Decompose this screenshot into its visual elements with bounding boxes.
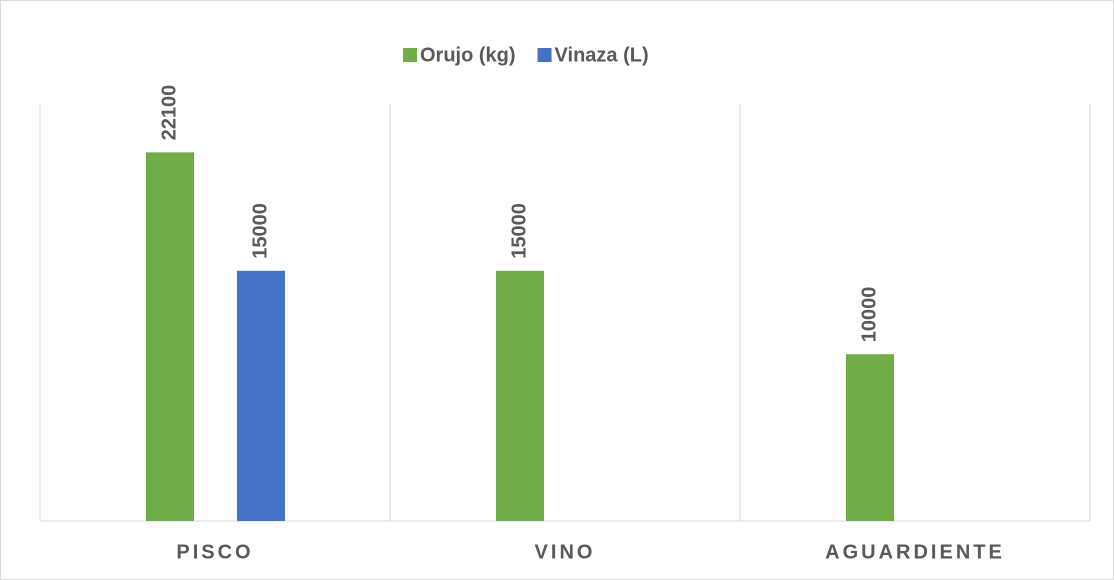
bar xyxy=(846,354,894,521)
bar xyxy=(496,270,544,521)
x-tick-label: PISCO xyxy=(176,541,253,563)
data-label: 10000 xyxy=(858,287,880,343)
legend-label: Orujo (kg) xyxy=(420,44,516,66)
x-tick-label: AGUARDIENTE xyxy=(825,541,1005,563)
data-label: 15000 xyxy=(508,203,530,259)
bar xyxy=(146,152,194,521)
data-label: 15000 xyxy=(249,203,271,259)
legend-swatch xyxy=(403,48,417,62)
data-label: 22100 xyxy=(158,85,180,141)
legend-swatch xyxy=(537,48,552,62)
bar xyxy=(237,270,285,521)
legend-label: Vinaza (L) xyxy=(555,44,649,66)
x-tick-label: VINO xyxy=(535,541,596,563)
